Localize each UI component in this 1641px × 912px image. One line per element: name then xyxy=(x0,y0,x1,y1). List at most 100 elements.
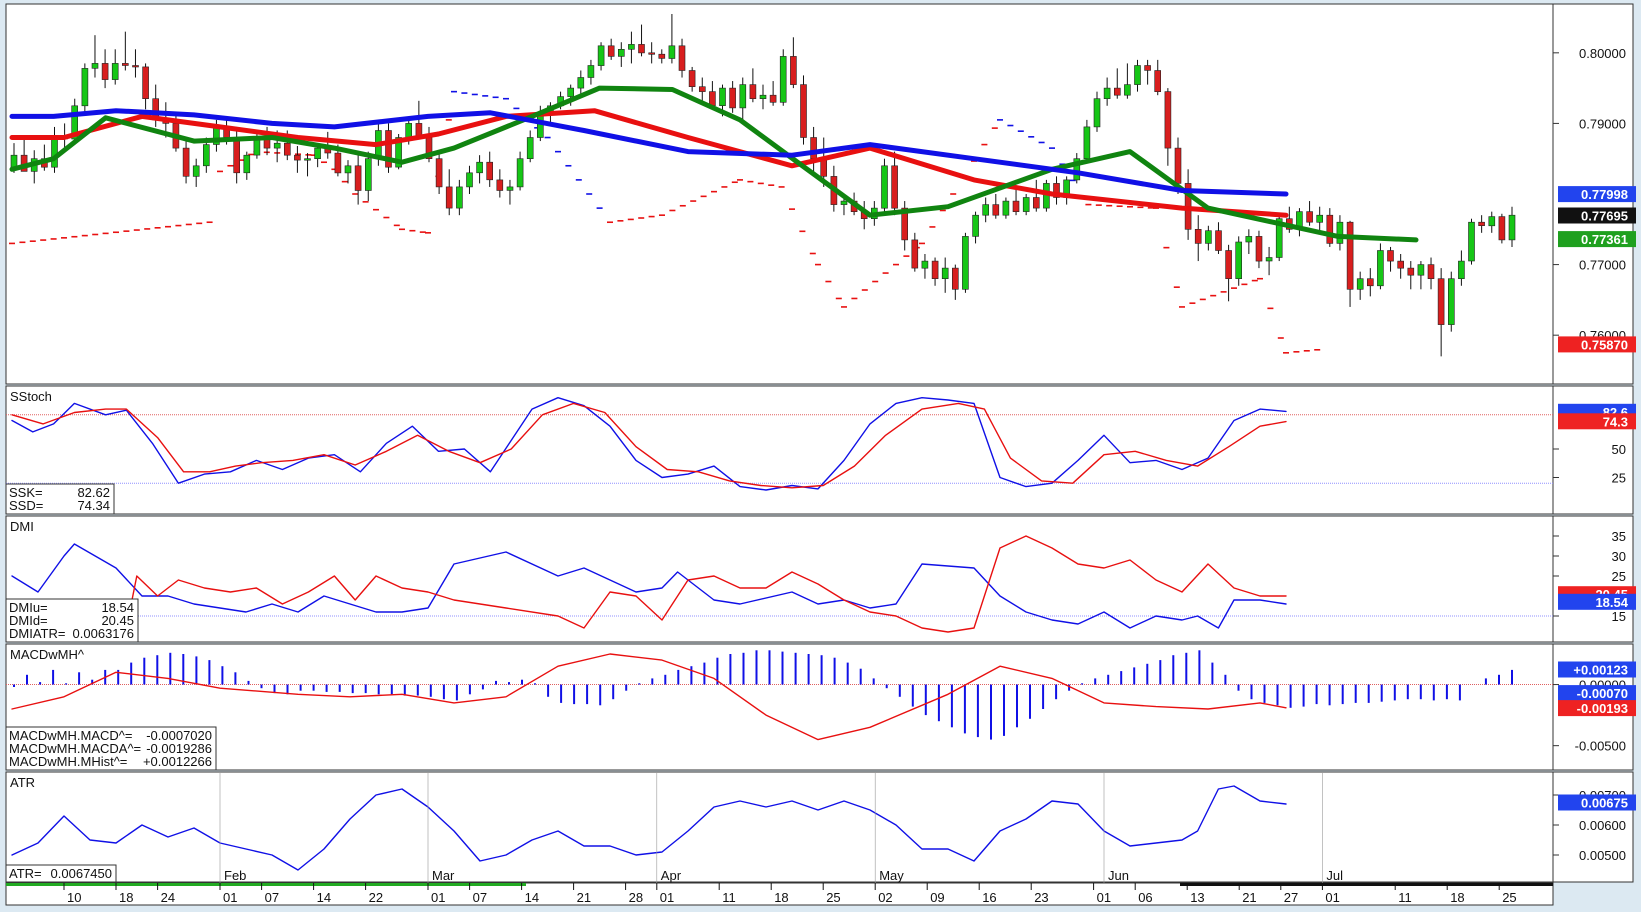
day-label: 27 xyxy=(1284,890,1298,905)
day-label: 21 xyxy=(577,890,591,905)
y-tick-label: 0.00600 xyxy=(1579,818,1626,833)
candle-body xyxy=(294,154,301,161)
price-tag-label-1: -0.00070 xyxy=(1577,686,1628,701)
candle-body xyxy=(1387,250,1394,262)
price-tag-label-1: 0.77695 xyxy=(1581,209,1628,224)
month-label: May xyxy=(879,868,904,883)
x-axis-range-bar xyxy=(6,883,526,886)
candle-body xyxy=(273,142,281,149)
readout-value: 0.0063176 xyxy=(73,626,134,641)
candle-body xyxy=(496,179,504,191)
day-label: 02 xyxy=(878,890,892,905)
panel-frame xyxy=(5,643,1554,771)
candle-body xyxy=(607,45,615,57)
candle-body xyxy=(628,44,635,50)
candle-body xyxy=(1458,260,1465,280)
candle-body xyxy=(304,158,311,161)
price-tag-label-3: 0.75870 xyxy=(1581,337,1628,352)
readout-label: MACDwMH.MHist^= xyxy=(9,754,127,769)
panel-title: SStoch xyxy=(10,389,52,404)
readout-box xyxy=(5,483,115,515)
day-label: 24 xyxy=(161,890,175,905)
readout-value: 82.62 xyxy=(77,485,110,500)
day-label: 16 xyxy=(982,890,996,905)
candle-body xyxy=(648,52,656,55)
candle-body xyxy=(364,158,372,191)
candle-body xyxy=(354,165,362,191)
candle-body xyxy=(314,147,321,160)
candle-body xyxy=(101,63,109,80)
series-line-ssk xyxy=(11,397,1287,491)
readout-box xyxy=(5,864,117,883)
y-tick-label: -0.00500 xyxy=(1575,739,1626,754)
candle-body xyxy=(456,186,463,209)
panel-title: MACDwMH^ xyxy=(10,647,85,662)
candle-body xyxy=(638,44,645,54)
candle-body xyxy=(800,84,807,138)
day-label: 18 xyxy=(1450,890,1464,905)
candle-body xyxy=(1417,264,1425,276)
macd-signal-line xyxy=(11,653,1287,741)
day-label: 11 xyxy=(722,890,736,905)
candle-body xyxy=(142,66,149,100)
day-label: 01 xyxy=(1097,890,1111,905)
price-tag-0 xyxy=(1558,661,1636,678)
candle-body xyxy=(243,154,251,174)
candle-body xyxy=(749,84,757,99)
candle-body xyxy=(516,158,524,188)
panel-title: DMI xyxy=(10,519,34,534)
candle-body xyxy=(1468,221,1475,262)
candle-body xyxy=(769,94,777,103)
candle-body xyxy=(759,94,767,99)
candle-body xyxy=(122,63,129,66)
candle-body xyxy=(1134,65,1141,85)
y-tick-label: 0.79000 xyxy=(1579,116,1626,131)
readout-label: ATR= xyxy=(9,866,42,881)
price-tag-label-1: 18.54 xyxy=(1595,595,1628,610)
candle-body xyxy=(1225,250,1232,280)
macd-panel: 0.00000-0.00500MACDwMH^MACDwMH.MACD^=-0.… xyxy=(5,643,1636,771)
candle-body xyxy=(1316,214,1323,223)
candle-body xyxy=(779,56,787,103)
candle-body xyxy=(891,165,898,209)
candle-body xyxy=(709,91,716,106)
candle-body xyxy=(1377,250,1384,287)
candle-body xyxy=(1336,221,1344,244)
y-tick-label: 15 xyxy=(1612,609,1626,624)
month-label: Jun xyxy=(1108,868,1129,883)
candle-body xyxy=(1326,214,1334,244)
candle-body xyxy=(972,214,979,237)
readout-value: 18.54 xyxy=(101,600,134,615)
candle-body xyxy=(1367,278,1374,287)
readout-value: 74.34 xyxy=(77,498,110,513)
day-label: 11 xyxy=(1398,890,1412,905)
readout-value: -0.0019286 xyxy=(146,741,212,756)
candle-body xyxy=(1022,197,1030,212)
candle-body xyxy=(719,87,726,106)
candle-body xyxy=(739,84,747,109)
month-label: Apr xyxy=(661,868,682,883)
readout-label: DMIu= xyxy=(9,600,48,615)
candle-body xyxy=(911,239,919,269)
candle-body xyxy=(982,204,990,216)
candle-body xyxy=(678,45,686,71)
y-tick-label: 50 xyxy=(1612,442,1626,457)
day-label: 25 xyxy=(1502,890,1516,905)
candle-body xyxy=(10,154,18,168)
price-tag-1 xyxy=(1558,685,1636,702)
dmi-panel: 35 30 25 15 DMI DMIu= 18.54 DMId= 20.45 DMIATR= 0.… xyxy=(5,515,1636,643)
month-label: Jul xyxy=(1326,868,1343,883)
price-tag-1 xyxy=(1558,413,1636,430)
day-label: 13 xyxy=(1190,890,1204,905)
day-label: 14 xyxy=(317,890,331,905)
candle-body xyxy=(1093,98,1101,128)
price-tag-2 xyxy=(1558,231,1636,248)
candle-body xyxy=(51,135,58,168)
candle-body xyxy=(881,165,888,209)
candle-body xyxy=(1124,84,1131,96)
candle-body xyxy=(1255,236,1263,262)
candle-body xyxy=(182,147,190,177)
candle-body xyxy=(1083,126,1091,160)
candle-body xyxy=(1265,257,1273,262)
